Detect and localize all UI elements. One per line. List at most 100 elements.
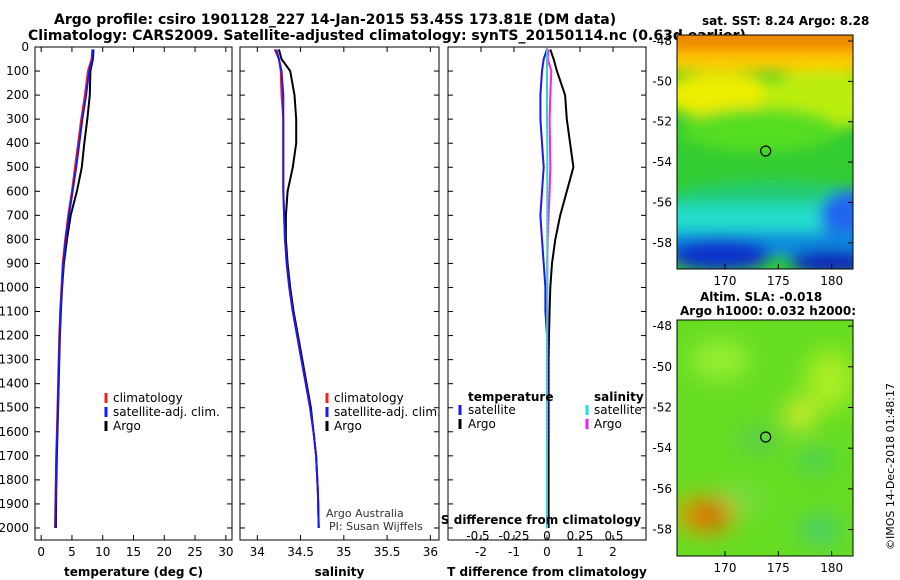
map-y-tick-label: -54 (652, 441, 672, 455)
legend-label: Argo (334, 419, 362, 433)
x-tick-label: 5 (68, 545, 76, 559)
x-tick-label: 20 (157, 545, 172, 559)
argo-position-marker (760, 145, 772, 157)
temperature-panel: 0 5 10 15 20 25 300100200300400500600700800900… (0, 40, 233, 579)
x-axis-label: temperature (deg C) (64, 565, 203, 579)
x-tick-label: 35.5 (374, 545, 401, 559)
y-tick-label: 1100 (0, 305, 29, 319)
x-tick-label: 34 (250, 545, 265, 559)
sst-map (677, 35, 853, 269)
salinity-panel: 34 34.5 35 35.5 36 salinity climatologysatelli… (239, 46, 441, 579)
legend-label: satellite (468, 403, 516, 417)
legend-label: climatology (334, 391, 404, 405)
map-y-tick-label: -56 (652, 482, 672, 496)
y-tick-label: 1600 (0, 425, 29, 439)
series-line-0 (277, 49, 320, 529)
map-frame (676, 319, 854, 557)
legend-label: Argo (594, 417, 622, 431)
map-sla-title: Altim. SLA: -0.018 (700, 290, 823, 304)
header-title: Argo profile: csiro 1901128_227 14-Jan-2… (54, 12, 617, 28)
x-tick-label: 34.5 (287, 545, 314, 559)
y-tick-label: 1200 (0, 329, 29, 343)
y-tick-label: 1800 (0, 473, 29, 487)
top-tick-label: 0.25 (567, 529, 594, 543)
map-y-tick-label: -54 (652, 155, 672, 169)
legend-left-title: temperature (468, 390, 553, 404)
map-y-tick-label: -50 (652, 360, 672, 374)
difference-panel: -2 -1 0 1 2 T difference from climatology S di… (441, 46, 647, 579)
y-tick-label: 400 (6, 136, 29, 150)
legend-label: satellite-adj. clim. (113, 405, 220, 419)
y-tick-label: 1300 (0, 353, 29, 367)
map-frame (676, 34, 854, 270)
plot-frame (34, 46, 233, 541)
x-tick-label: 15 (126, 545, 141, 559)
y-tick-label: 1700 (0, 449, 29, 463)
map-x-tick-label: 175 (767, 274, 790, 288)
x-tick-label: -1 (508, 545, 520, 559)
y-tick-label: 1900 (0, 497, 29, 511)
y-tick-label: 200 (6, 88, 29, 102)
x-tick-label: 10 (95, 545, 110, 559)
map-x-tick-label: 180 (820, 274, 843, 288)
map-y-tick-label: -52 (652, 400, 672, 414)
y-tick-label: 900 (6, 256, 29, 270)
argo-position-marker (760, 431, 772, 443)
y-tick-label: 2000 (0, 521, 29, 535)
header-subtitle: Climatology: CARS2009. Satellite-adjuste… (28, 28, 746, 44)
plot-frame (239, 46, 440, 541)
x-tick-label: 0 (37, 545, 45, 559)
map-y-tick-label: -48 (652, 34, 672, 48)
series-line-2 (275, 49, 320, 529)
map-y-tick-label: -58 (652, 523, 672, 537)
map-x-tick-label: 170 (714, 561, 737, 575)
x-tick-label: -2 (475, 545, 487, 559)
y-tick-label: 1400 (0, 377, 29, 391)
credit-pi: PI: Susan Wijffels (329, 520, 423, 533)
x-tick-label: 30 (218, 545, 233, 559)
y-tick-label: 0 (21, 40, 29, 54)
map-x-tick-label: 180 (820, 561, 843, 575)
top-axis-label: S difference from climatology (441, 513, 641, 527)
map-y-tick-label: -56 (652, 195, 672, 209)
x-tick-label: 25 (187, 545, 202, 559)
y-tick-label: 300 (6, 112, 29, 126)
map-y-tick-label: -58 (652, 236, 672, 250)
x-axis-label: salinity (315, 565, 365, 579)
legend-label: climatology (113, 391, 183, 405)
map-y-tick-label: -50 (652, 74, 672, 88)
x-tick-label: 1 (576, 545, 584, 559)
y-tick-label: 1500 (0, 401, 29, 415)
legend-label: Argo (113, 419, 141, 433)
y-tick-label: 500 (6, 160, 29, 174)
map-y-tick-label: -52 (652, 115, 672, 129)
sla-map (677, 320, 853, 556)
y-tick-label: 100 (6, 64, 29, 78)
top-tick-label: -0.5 (466, 529, 489, 543)
x-tick-label: 0 (543, 545, 551, 559)
top-tick-label: 0.5 (604, 529, 623, 543)
series-line-0 (547, 49, 575, 528)
top-tick-label: 0 (543, 529, 551, 543)
top-tick-label: -0.25 (498, 529, 529, 543)
map-x-tick-label: 170 (714, 274, 737, 288)
legend-right-title: salinity (594, 390, 644, 404)
legend-label: satellite-adj. clim. (334, 405, 441, 419)
x-axis-label: T difference from climatology (447, 565, 647, 579)
map-sst-title: sat. SST: 8.24 Argo: 8.28 (702, 14, 870, 28)
map-y-tick-label: -48 (652, 319, 672, 333)
y-tick-label: 1000 (0, 280, 29, 294)
map-x-tick-label: 175 (767, 561, 790, 575)
legend-label: satellite (594, 403, 642, 417)
x-tick-label: 36 (423, 545, 438, 559)
map-axes: 170 175 180 -48 -50 -52 -54 -56 -58 170 175 180 -48 -… (652, 34, 854, 575)
x-tick-label: 2 (609, 545, 617, 559)
series-line-2 (54, 49, 94, 529)
legend-label: Argo (468, 417, 496, 431)
y-tick-label: 600 (6, 184, 29, 198)
y-tick-label: 700 (6, 208, 29, 222)
y-tick-label: 800 (6, 232, 29, 246)
credit-org: Argo Australia (326, 507, 404, 520)
x-tick-label: 35 (336, 545, 351, 559)
